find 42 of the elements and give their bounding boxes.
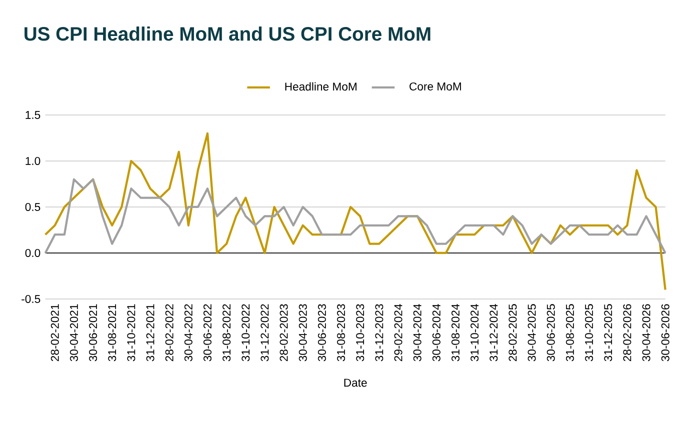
- y-tick-label: 0.5: [25, 202, 40, 211]
- x-tick-label: 30-04-2024: [413, 304, 422, 362]
- x-tick-label: 31-12-2025: [604, 304, 612, 362]
- x-tick-label: 31-08-2025: [566, 304, 574, 362]
- x-tick-label: 30-06-2021: [89, 304, 98, 362]
- x-tick-label: 31-12-2024: [490, 304, 498, 362]
- x-tick-label: 28-02-2025: [508, 304, 517, 362]
- y-tick-label: 1.0: [26, 156, 40, 165]
- x-tick-label: 31-08-2021: [108, 304, 116, 362]
- x-tick-label: 28-02-2022: [165, 304, 174, 362]
- x-tick-label: 30-06-2024: [432, 304, 440, 362]
- legend-label: Headline MoM: [285, 82, 356, 91]
- x-tick-label: 30-04-2023: [298, 304, 307, 362]
- x-tick-label: 31-12-2021: [146, 304, 154, 362]
- x-tick-label: 30-04-2021: [70, 304, 78, 362]
- x-tick-label: 31-08-2022: [222, 304, 231, 362]
- y-tick-label: 0.0: [25, 248, 40, 257]
- x-tick-label: 31-08-2023: [337, 304, 346, 362]
- x-tick-label: 31-10-2021: [127, 304, 136, 362]
- legend-label: Core MoM: [410, 82, 461, 90]
- x-tick-label: 30-06-2023: [318, 304, 326, 362]
- x-tick-label: 30-06-2022: [203, 304, 212, 362]
- x-axis-title: Date: [344, 378, 367, 387]
- x-tick-label: 31-10-2025: [585, 304, 594, 362]
- x-tick-label: 31-12-2023: [375, 304, 384, 362]
- x-tick-label: 29-02-2024: [394, 304, 402, 362]
- x-tick-label: 30-04-2025: [528, 304, 536, 362]
- x-tick-label: 30-04-2026: [642, 304, 650, 362]
- x-tick-label: 31-10-2023: [356, 304, 364, 362]
- x-tick-label: 31-08-2024: [451, 304, 460, 362]
- x-tick-label: 30-04-2022: [184, 304, 192, 362]
- x-tick-label: 28-02-2026: [623, 304, 632, 362]
- x-tick-label: 31-12-2022: [260, 304, 269, 362]
- x-tick-label: 31-10-2022: [242, 304, 250, 362]
- x-tick-label: 30-06-2026: [661, 304, 670, 362]
- chart-title: US CPI Headline MoM and US CPI Core MoM: [24, 26, 430, 41]
- x-tick-label: 28-02-2023: [280, 304, 288, 362]
- x-tick-label: 31-10-2024: [470, 304, 479, 362]
- x-tick-label: 28-02-2021: [50, 304, 59, 362]
- y-tick-label: -0.5: [22, 294, 40, 303]
- y-tick-label: 1.5: [26, 111, 40, 119]
- x-tick-label: 30-06-2025: [546, 304, 555, 362]
